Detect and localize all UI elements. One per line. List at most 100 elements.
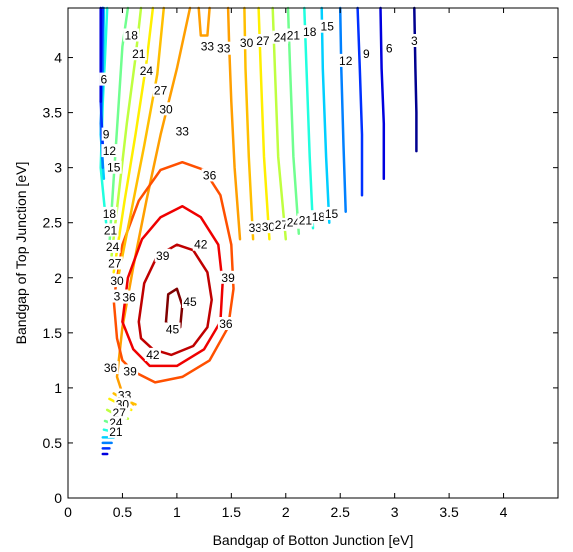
- contour-label-text: 27: [108, 257, 122, 271]
- y-tick-label: 4: [54, 50, 62, 66]
- contour-label-bg: [101, 144, 118, 158]
- contour-label-bg: [201, 168, 218, 182]
- contour-label-bg: [111, 406, 128, 420]
- contour-label-bg: [144, 347, 161, 361]
- contour-label-text: 12: [339, 54, 353, 68]
- contour-label: 12: [101, 144, 118, 158]
- contour-label: 27: [152, 83, 169, 98]
- contour-label-text: 21: [132, 47, 146, 61]
- contour-label-text: 15: [107, 161, 121, 175]
- contour-label: 21: [107, 424, 124, 439]
- contour-label: 30: [260, 220, 277, 234]
- contour-label: 36: [201, 168, 218, 182]
- contour-label-text: 24: [274, 31, 288, 45]
- contour-label: 15: [105, 160, 122, 175]
- contour-label-text: 15: [325, 207, 339, 221]
- y-tick-label: 0.5: [43, 435, 63, 451]
- y-tick-label: 2: [54, 270, 62, 286]
- contour-label-text: 45: [183, 295, 197, 309]
- contour-label: 33: [215, 41, 232, 56]
- contour-line-33: [197, 6, 211, 37]
- contour-label-text: 9: [363, 47, 370, 61]
- contour-label-text: 36: [203, 168, 217, 182]
- contour-label: 24: [104, 239, 121, 254]
- contour-label-text: 6: [101, 73, 108, 87]
- contour-label: 21: [297, 213, 314, 228]
- contour-label-bg: [247, 221, 264, 235]
- contour-label: 27: [254, 34, 271, 48]
- contour-label-bg: [215, 41, 232, 55]
- contour-label: 24: [138, 63, 155, 78]
- contour-label-text: 18: [312, 210, 326, 224]
- y-axis-label: Bandgap of Top Junction [eV]: [13, 162, 29, 345]
- contour-label-bg: [199, 39, 216, 53]
- contour-label: 39: [220, 270, 237, 285]
- contour-label-bg: [361, 47, 371, 61]
- contour-label-text: 27: [275, 218, 289, 232]
- plot-frame: [67, 7, 559, 499]
- contour-label: 42: [192, 237, 209, 252]
- contour-label-bg: [319, 19, 336, 33]
- y-axis-ticks: 0 0.5 1 1.5 2 2.5 3 3.5 4: [43, 50, 558, 506]
- contour-label: 33: [174, 124, 191, 138]
- contour-label-text: 33: [249, 221, 263, 235]
- x-tick-label: 3: [391, 504, 399, 520]
- contour-line-12: [338, 6, 347, 213]
- contour-line-27: [112, 6, 155, 274]
- contour-label-bg: [130, 47, 147, 61]
- contour-label: 18: [123, 28, 140, 43]
- x-tick-label: 1: [173, 504, 181, 520]
- contour-label-bg: [272, 30, 289, 44]
- contour-label: 39: [122, 364, 139, 378]
- x-tick-label: 2: [282, 504, 290, 520]
- contour-label-text: 42: [146, 348, 160, 362]
- contour-label-text: 42: [194, 238, 208, 252]
- contour-label-text: 24: [140, 64, 154, 78]
- contour-line-36: [112, 160, 235, 384]
- contour-label-bg: [337, 53, 354, 67]
- contour-label-text: 30: [262, 220, 276, 234]
- contour-label-bg: [102, 361, 119, 375]
- contour-label-bg: [138, 63, 155, 77]
- contour-label-text: 36: [104, 361, 118, 375]
- contour-label: 12: [337, 53, 354, 68]
- contour-label-text: 9: [103, 128, 110, 142]
- y-tick-label: 1: [54, 380, 62, 396]
- contour-line-33: [115, 6, 192, 406]
- contour-label: 42: [144, 347, 161, 362]
- contour-label-bg: [154, 248, 171, 262]
- x-tick-label: 0.5: [113, 504, 133, 520]
- contour-label: 18: [101, 206, 118, 221]
- y-tick-label: 0: [54, 490, 62, 506]
- contour-label: 21: [285, 28, 302, 43]
- contour-label-bg: [384, 41, 394, 55]
- contour-label: 30: [238, 36, 255, 50]
- contour-label: 45: [182, 295, 198, 309]
- contour-label-bg: [285, 28, 302, 42]
- contour-label-text: 24: [106, 240, 120, 254]
- contour-label-bg: [182, 295, 198, 308]
- plot-background: [68, 8, 558, 498]
- contour-line-33: [226, 6, 242, 241]
- contour-label-text: 21: [287, 29, 301, 43]
- contour-label-bg: [220, 270, 237, 284]
- contour-label-text: 36: [122, 291, 136, 305]
- contour-label-bg: [122, 364, 139, 378]
- contour-label-bg: [260, 220, 277, 234]
- contour-label-bg: [101, 127, 111, 141]
- contour-line-39: [121, 204, 224, 368]
- contour-label-text: 33: [176, 124, 190, 138]
- contour-label-text: 18: [103, 207, 117, 221]
- contour-label: 9: [101, 127, 111, 142]
- y-tick-label: 1.5: [43, 325, 63, 341]
- contour-label: 6: [384, 41, 394, 56]
- contour-label: 33: [199, 39, 216, 54]
- contour-label-bg: [174, 124, 191, 138]
- contour-label: 36: [102, 361, 119, 375]
- contour-label-text: 3: [411, 34, 418, 48]
- contour-label-text: 27: [154, 84, 168, 98]
- contour-label-bg: [409, 34, 419, 47]
- contour-line-30: [115, 6, 166, 285]
- contour-label-text: 33: [217, 42, 231, 56]
